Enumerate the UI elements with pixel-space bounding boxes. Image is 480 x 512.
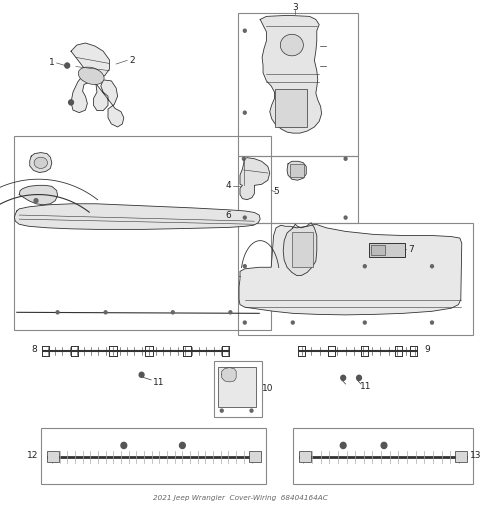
- Polygon shape: [222, 368, 236, 382]
- Circle shape: [341, 375, 346, 380]
- Text: 9: 9: [424, 345, 430, 354]
- Circle shape: [139, 372, 144, 377]
- Text: 1: 1: [49, 58, 55, 68]
- Circle shape: [291, 321, 294, 324]
- Circle shape: [243, 321, 246, 324]
- Polygon shape: [30, 153, 52, 173]
- Circle shape: [431, 265, 433, 268]
- Text: 4: 4: [226, 181, 231, 190]
- Bar: [14, 136, 271, 330]
- Text: 12: 12: [27, 451, 38, 460]
- Bar: [369, 243, 405, 257]
- Bar: [455, 451, 467, 462]
- Bar: [249, 451, 261, 462]
- Text: 11: 11: [360, 382, 372, 391]
- Circle shape: [340, 442, 346, 449]
- Text: 8: 8: [32, 345, 37, 354]
- Circle shape: [243, 265, 246, 268]
- Ellipse shape: [78, 67, 104, 84]
- Circle shape: [344, 216, 347, 219]
- Circle shape: [363, 321, 366, 324]
- Circle shape: [34, 199, 38, 203]
- Circle shape: [180, 442, 185, 449]
- Circle shape: [65, 63, 70, 68]
- Circle shape: [243, 111, 246, 114]
- Bar: [214, 361, 262, 417]
- Bar: [290, 164, 304, 177]
- Circle shape: [220, 409, 223, 412]
- Polygon shape: [239, 224, 462, 315]
- Polygon shape: [283, 223, 317, 275]
- Circle shape: [243, 29, 246, 32]
- Text: 5: 5: [274, 187, 279, 197]
- Bar: [292, 232, 313, 267]
- Text: 11: 11: [153, 378, 164, 387]
- Bar: [238, 156, 358, 223]
- Bar: [299, 451, 311, 462]
- Ellipse shape: [280, 34, 303, 56]
- Bar: [47, 451, 59, 462]
- Bar: [293, 428, 473, 484]
- Text: 2021 Jeep Wrangler  Cover-Wiring  68404164AC: 2021 Jeep Wrangler Cover-Wiring 68404164…: [153, 495, 327, 501]
- Circle shape: [69, 100, 73, 105]
- Bar: [238, 223, 473, 335]
- Polygon shape: [71, 43, 124, 127]
- Text: 6: 6: [226, 210, 231, 220]
- Circle shape: [229, 311, 232, 314]
- Ellipse shape: [34, 157, 48, 168]
- Text: 2: 2: [129, 56, 135, 65]
- Bar: [371, 245, 385, 255]
- Circle shape: [104, 311, 107, 314]
- Circle shape: [242, 157, 245, 160]
- Polygon shape: [240, 158, 270, 200]
- Circle shape: [243, 216, 246, 219]
- Text: 3: 3: [292, 3, 298, 12]
- Text: 13: 13: [470, 451, 480, 460]
- Circle shape: [344, 157, 347, 160]
- Circle shape: [250, 409, 253, 412]
- Polygon shape: [19, 185, 58, 205]
- Text: 10: 10: [262, 383, 274, 393]
- Bar: [238, 13, 358, 156]
- Bar: [41, 428, 266, 484]
- Polygon shape: [14, 204, 260, 229]
- Bar: [275, 89, 307, 127]
- Circle shape: [431, 321, 433, 324]
- Circle shape: [171, 311, 174, 314]
- Circle shape: [357, 375, 361, 380]
- Circle shape: [56, 311, 59, 314]
- Circle shape: [121, 442, 127, 449]
- Text: 7: 7: [408, 245, 414, 254]
- Polygon shape: [287, 161, 306, 180]
- Circle shape: [381, 442, 387, 449]
- Circle shape: [363, 265, 366, 268]
- Polygon shape: [260, 15, 322, 133]
- Bar: [218, 367, 256, 407]
